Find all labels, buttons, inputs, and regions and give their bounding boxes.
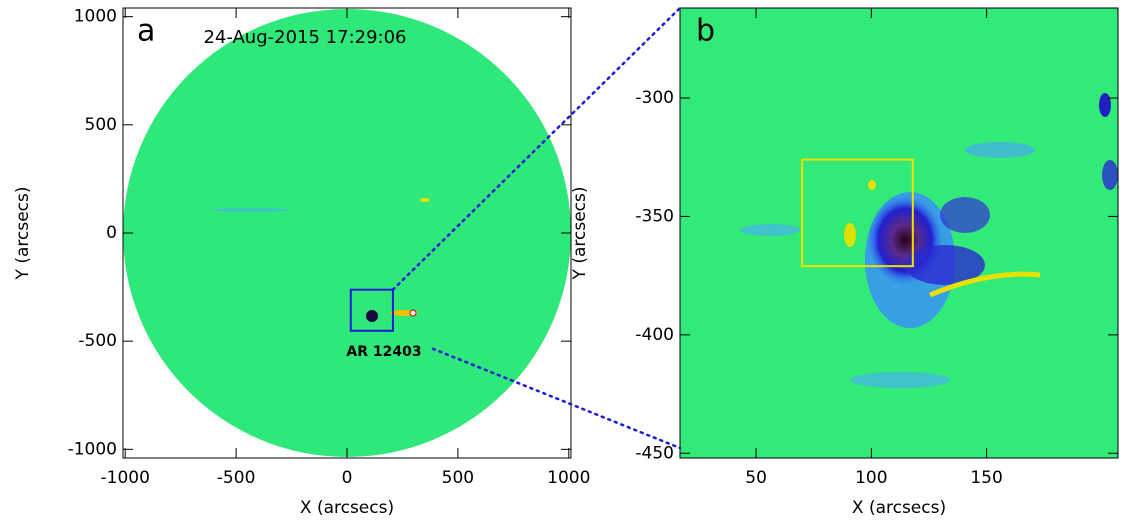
x-tick-label: 1000 <box>547 468 590 488</box>
x-tick-label: -1000 <box>101 468 150 488</box>
y-tick-label: 0 <box>106 223 117 243</box>
frame <box>679 7 1119 459</box>
zoom-connector <box>431 347 682 450</box>
x-tick-label: 50 <box>745 468 767 488</box>
y-tick-label: -1000 <box>68 439 117 459</box>
zoom-connector <box>391 6 682 291</box>
x-tick-label: -500 <box>217 468 256 488</box>
x-tick-label: 0 <box>342 468 353 488</box>
y-tick-label: 500 <box>85 115 117 135</box>
disk-features <box>210 198 430 322</box>
chart-title: 24-Aug-2015 17:29:06 <box>203 27 406 48</box>
y-axis-label: Y (arcsecs) <box>570 187 590 281</box>
solar-disk <box>123 9 571 457</box>
x-axis-label: X (arcsecs) <box>300 498 394 518</box>
y-axis-label: Y (arcsecs) <box>13 187 33 281</box>
zoom-box <box>349 288 394 332</box>
y-tick-label: -400 <box>635 325 674 345</box>
y-tick-label: -500 <box>78 331 117 351</box>
y-tick-label: -450 <box>635 443 674 463</box>
panel-label: b <box>696 14 715 49</box>
x-tick-label: 500 <box>442 468 474 488</box>
x-tick-label: 150 <box>970 468 1002 488</box>
annotation: AR 12403 <box>346 344 421 360</box>
x-axis-label: X (arcsecs) <box>852 498 946 518</box>
panel-label: a <box>137 14 155 49</box>
y-tick-label: 1000 <box>74 7 117 27</box>
y-tick-label: -300 <box>635 88 674 108</box>
y-tick-label: -350 <box>635 206 674 226</box>
region-box <box>801 158 914 268</box>
zoom-image <box>680 8 1118 458</box>
x-tick-label: 100 <box>855 468 887 488</box>
